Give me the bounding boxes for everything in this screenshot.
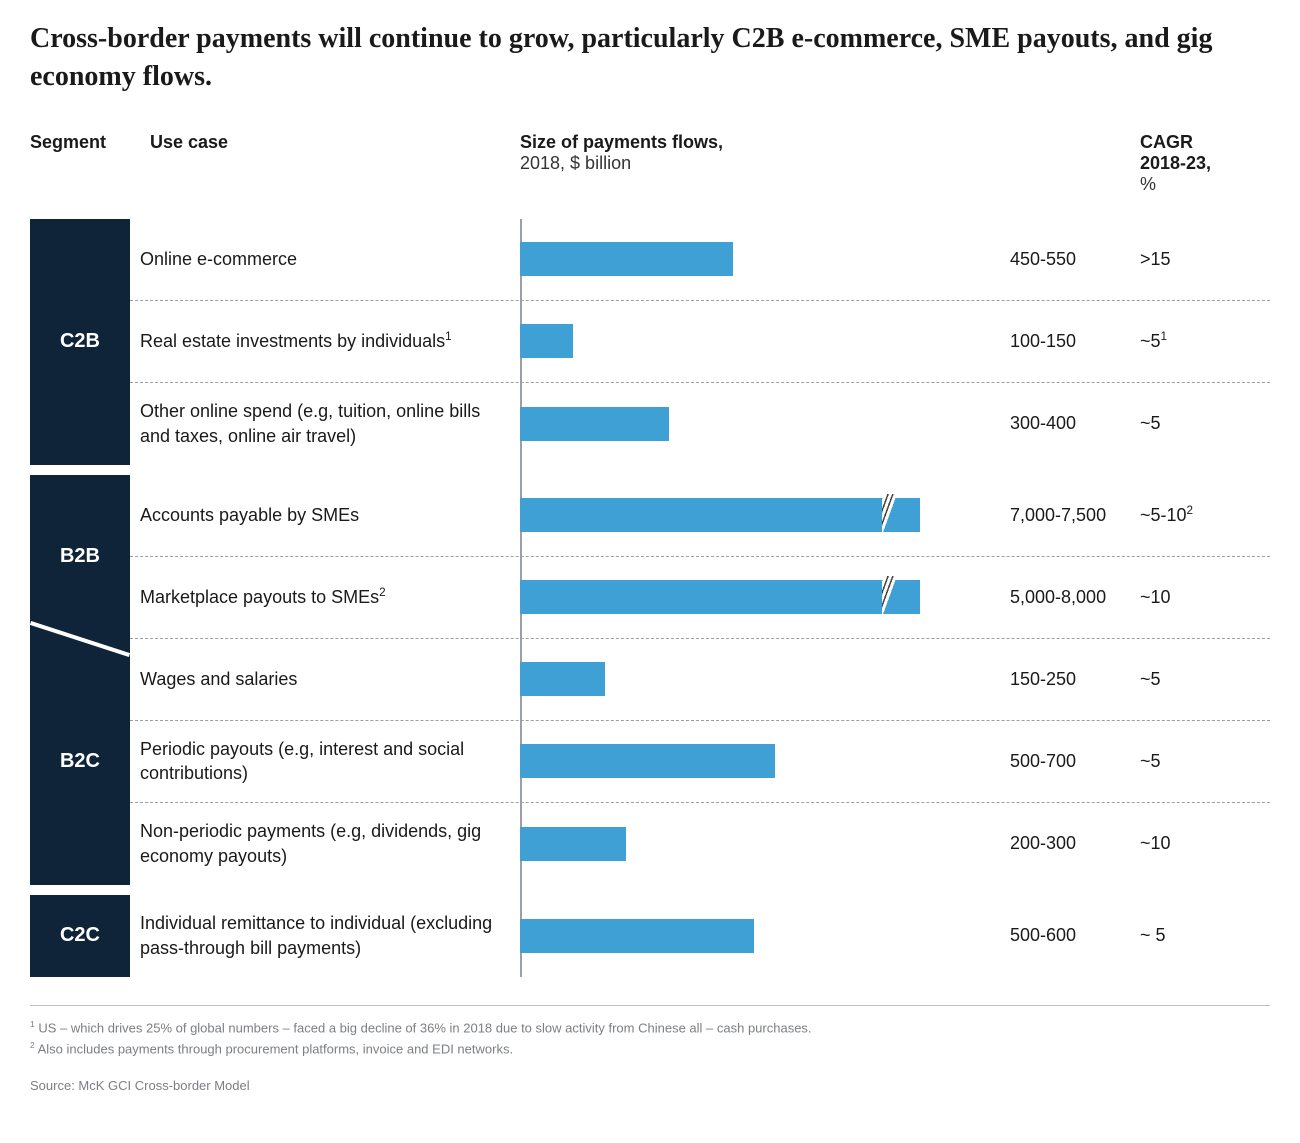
bar [520, 324, 573, 358]
hdr-cagr-l3: % [1140, 174, 1156, 194]
bar [520, 580, 920, 614]
hdr-size-sub: 2018, $ billion [520, 153, 631, 173]
segment-label-b2b: B2B [30, 475, 130, 639]
footnote-2: 2 Also includes payments through procure… [30, 1039, 1270, 1060]
usecase-label: Individual remittance to individual (exc… [140, 911, 520, 960]
footnote-ref: 2 [1187, 504, 1194, 517]
cagr-value: ~ 5 [1140, 925, 1270, 946]
value-label: 5,000-8,000 [1010, 587, 1140, 608]
bar [520, 662, 605, 696]
footnote-1: 1 US – which drives 25% of global number… [30, 1018, 1270, 1039]
cagr-value: ~5 [1140, 413, 1270, 434]
chart-body: C2BB2BB2C C2C Online e-commerce 450-550>15… [30, 219, 1270, 977]
bar [520, 919, 754, 953]
segment-gap [130, 885, 1270, 895]
bar [520, 498, 920, 532]
bar-cell [520, 721, 1010, 802]
table-row: Marketplace payouts to SMEs2 5,000-8,000~… [130, 557, 1270, 639]
value-label: 7,000-7,500 [1010, 505, 1140, 526]
bar [520, 407, 669, 441]
usecase-label: Wages and salaries [140, 667, 520, 691]
page-title: Cross-border payments will continue to g… [30, 20, 1230, 96]
table-row: Periodic payouts (e.g, interest and soci… [130, 721, 1270, 803]
footnote-ref: 2 [379, 586, 386, 599]
bar [520, 744, 775, 778]
hdr-usecase: Use case [140, 132, 520, 153]
segment-label-b2c: B2C [30, 639, 130, 885]
footnote-ref: 1 [445, 330, 452, 343]
cagr-value: ~10 [1140, 833, 1270, 854]
table-row: Real estate investments by individuals11… [130, 301, 1270, 383]
cagr-value: ~5 [1140, 751, 1270, 772]
cagr-value: ~10 [1140, 587, 1270, 608]
hdr-cagr-l2: 2018-23, [1140, 153, 1211, 173]
value-label: 200-300 [1010, 833, 1140, 854]
value-label: 300-400 [1010, 413, 1140, 434]
usecase-label: Marketplace payouts to SMEs2 [140, 585, 520, 609]
footnotes: 1 US – which drives 25% of global number… [30, 1005, 1270, 1060]
usecase-label: Other online spend (e.g, tuition, online… [140, 399, 520, 448]
column-headers: Segment Use case Size of payments flows,… [30, 132, 1270, 195]
usecase-label: Periodic payouts (e.g, interest and soci… [140, 737, 520, 786]
bar [520, 827, 626, 861]
usecase-label: Online e-commerce [140, 247, 520, 271]
bar [520, 242, 733, 276]
hdr-size-title: Size of payments flows, [520, 132, 723, 152]
footnote-ref: 1 [1161, 330, 1168, 343]
bar-cell [520, 475, 1010, 556]
source-text: Source: McK GCI Cross-border Model [30, 1078, 1270, 1093]
hdr-cagr-l1: CAGR [1140, 132, 1193, 152]
hdr-segment: Segment [30, 132, 140, 153]
table-row: Online e-commerce 450-550>15 [130, 219, 1270, 301]
bar-cell [520, 301, 1010, 382]
cagr-value: ~5-102 [1140, 504, 1270, 526]
segment-c2b: C2B [30, 219, 130, 465]
value-label: 450-550 [1010, 249, 1140, 270]
value-label: 150-250 [1010, 669, 1140, 690]
usecase-label: Non-periodic payments (e.g, dividends, g… [140, 819, 520, 868]
table-row: Non-periodic payments (e.g, dividends, g… [130, 803, 1270, 885]
bar-cell [520, 803, 1010, 885]
usecase-label: Real estate investments by individuals1 [140, 329, 520, 353]
bar-cell [520, 219, 1010, 300]
cagr-value: ~5 [1140, 669, 1270, 690]
table-row: Other online spend (e.g, tuition, online… [130, 383, 1270, 465]
segment-b2b: B2BB2C [30, 475, 130, 885]
segment-gap [130, 465, 1270, 475]
bar-cell [520, 895, 1010, 977]
value-label: 100-150 [1010, 331, 1140, 352]
table-row: Accounts payable by SMEs 7,000-7,500~5-10… [130, 475, 1270, 557]
hdr-size: Size of payments flows, 2018, $ billion [520, 132, 1010, 174]
bar-cell [520, 557, 1010, 638]
table-row: Individual remittance to individual (exc… [130, 895, 1270, 977]
rows-column: Online e-commerce 450-550>15 Real estate i… [130, 219, 1270, 977]
segments-column: C2BB2BB2C C2C [30, 219, 130, 977]
usecase-label: Accounts payable by SMEs [140, 503, 520, 527]
value-label: 500-600 [1010, 925, 1140, 946]
hdr-cagr: CAGR 2018-23, % [1140, 132, 1270, 195]
cagr-value: ~51 [1140, 330, 1270, 352]
cagr-value: >15 [1140, 249, 1270, 270]
bar-cell [520, 383, 1010, 465]
table-row: Wages and salaries 150-250~5 [130, 639, 1270, 721]
segment-c2c: C2C [30, 895, 130, 977]
bar-cell [520, 639, 1010, 720]
value-label: 500-700 [1010, 751, 1140, 772]
